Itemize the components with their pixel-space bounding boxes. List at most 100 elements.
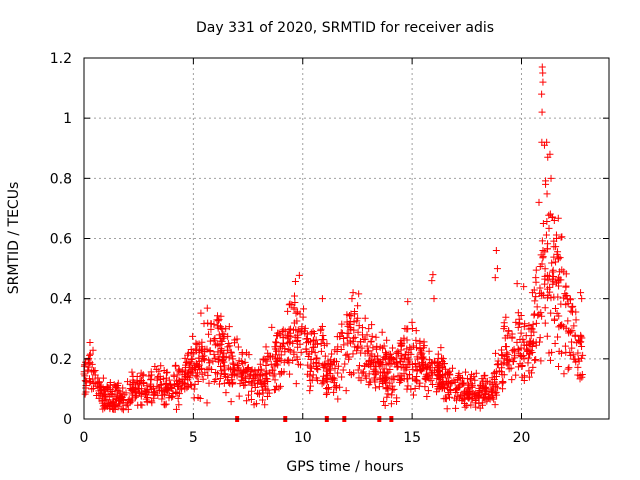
data-point bbox=[196, 395, 204, 403]
data-point bbox=[260, 355, 268, 363]
data-point bbox=[309, 371, 317, 379]
data-point bbox=[359, 368, 367, 376]
data-point bbox=[504, 350, 512, 358]
data-point bbox=[290, 350, 298, 358]
data-point bbox=[508, 376, 516, 384]
data-point bbox=[505, 355, 513, 363]
data-point bbox=[227, 348, 235, 356]
data-point bbox=[415, 382, 423, 390]
data-point bbox=[500, 325, 508, 333]
data-point bbox=[517, 312, 525, 320]
data-point bbox=[161, 380, 169, 388]
data-point bbox=[286, 347, 294, 355]
data-point bbox=[317, 327, 325, 335]
data-point bbox=[403, 345, 411, 353]
data-point bbox=[556, 268, 564, 276]
data-point bbox=[243, 397, 251, 405]
data-point bbox=[338, 320, 346, 328]
data-point bbox=[367, 378, 375, 386]
data-point bbox=[346, 317, 354, 325]
data-point bbox=[262, 343, 270, 351]
data-point bbox=[532, 293, 540, 301]
data-point bbox=[330, 379, 338, 387]
data-point bbox=[167, 382, 175, 390]
x-axis-label: GPS time / hours bbox=[286, 459, 403, 475]
data-point bbox=[122, 402, 130, 410]
data-point bbox=[197, 309, 205, 317]
data-point bbox=[394, 348, 402, 356]
data-point bbox=[547, 309, 555, 317]
data-point-peak bbox=[578, 295, 586, 303]
data-point bbox=[493, 361, 501, 369]
data-point bbox=[420, 344, 428, 352]
data-point-peak bbox=[513, 280, 521, 288]
data-point bbox=[435, 371, 443, 379]
data-point bbox=[235, 392, 243, 400]
data-point bbox=[189, 332, 197, 340]
data-point bbox=[220, 366, 228, 374]
data-point bbox=[387, 400, 395, 408]
data-point bbox=[128, 395, 136, 403]
data-point bbox=[490, 369, 498, 377]
data-point-peak bbox=[539, 219, 547, 227]
data-point bbox=[281, 345, 289, 353]
data-point bbox=[543, 332, 551, 340]
data-point bbox=[568, 344, 576, 352]
data-point bbox=[243, 349, 251, 357]
data-point bbox=[280, 358, 288, 366]
data-point bbox=[241, 381, 249, 389]
data-point bbox=[401, 350, 409, 358]
data-point bbox=[89, 375, 97, 383]
data-point bbox=[206, 337, 214, 345]
data-point bbox=[314, 366, 322, 374]
data-point bbox=[387, 350, 395, 358]
data-point bbox=[157, 362, 165, 370]
data-point bbox=[370, 359, 378, 367]
x-tick-label: 0 bbox=[80, 430, 89, 446]
data-point bbox=[541, 319, 549, 327]
data-point bbox=[578, 373, 586, 381]
data-point bbox=[183, 369, 191, 377]
data-point bbox=[323, 385, 331, 393]
data-point bbox=[462, 368, 470, 376]
data-point bbox=[175, 376, 183, 384]
x-tick-label: 5 bbox=[189, 430, 198, 446]
data-point bbox=[84, 366, 92, 374]
data-point bbox=[253, 380, 261, 388]
data-point bbox=[549, 280, 557, 288]
data-point bbox=[424, 387, 432, 395]
data-point bbox=[150, 391, 158, 399]
data-point bbox=[532, 319, 540, 327]
data-point bbox=[175, 390, 183, 398]
data-point bbox=[155, 367, 163, 375]
data-point bbox=[180, 379, 188, 387]
data-point bbox=[129, 389, 137, 397]
data-point bbox=[550, 316, 558, 324]
data-point bbox=[94, 374, 102, 382]
data-point bbox=[510, 352, 518, 360]
data-point bbox=[265, 389, 273, 397]
data-point bbox=[467, 376, 475, 384]
data-point bbox=[310, 330, 318, 338]
data-point bbox=[365, 356, 373, 364]
data-point bbox=[412, 376, 420, 384]
data-point bbox=[211, 341, 219, 349]
data-point-peak bbox=[546, 150, 554, 158]
data-point bbox=[276, 331, 284, 339]
data-point bbox=[162, 386, 170, 394]
data-point-peak bbox=[429, 271, 437, 279]
data-point bbox=[220, 358, 228, 366]
data-point bbox=[567, 351, 575, 359]
data-point bbox=[101, 404, 109, 412]
data-point bbox=[124, 397, 132, 405]
data-point bbox=[215, 380, 223, 388]
data-point bbox=[289, 339, 297, 347]
data-point bbox=[347, 371, 355, 379]
x-tick-label: 10 bbox=[294, 430, 312, 446]
data-point bbox=[516, 360, 524, 368]
data-point bbox=[341, 360, 349, 368]
data-point bbox=[299, 313, 307, 321]
data-point bbox=[475, 394, 483, 402]
data-point bbox=[351, 343, 359, 351]
